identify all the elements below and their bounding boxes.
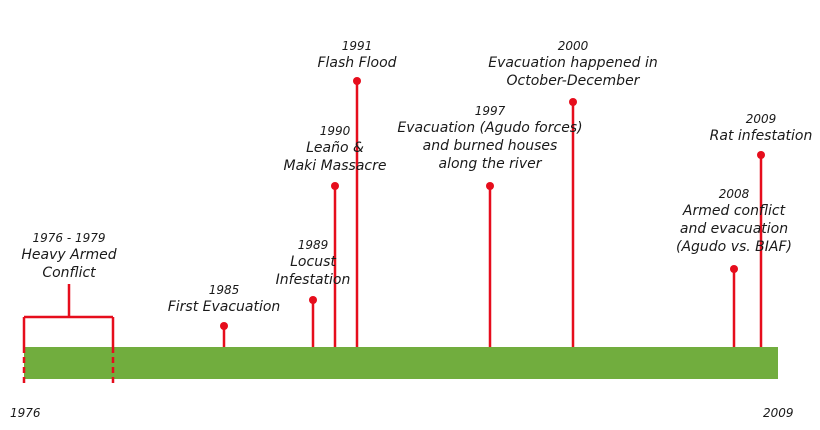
event-title-line: Flash Flood xyxy=(317,55,397,71)
end-year-label: 2009 xyxy=(763,406,794,420)
event-label-1985: 1985 First Evacuation xyxy=(168,283,281,316)
range-event-title-line-1: Heavy Armed xyxy=(21,247,117,263)
event-dot-2000 xyxy=(569,98,577,106)
event-title-line: Evacuation happened in xyxy=(488,55,658,71)
event-title-line: Armed conflict xyxy=(682,203,786,219)
event-dot-1997 xyxy=(486,182,494,190)
event-label-1991: 1991 Flash Flood xyxy=(317,39,396,72)
event-dot-1991 xyxy=(353,77,361,85)
range-event-year: 1976 - 1979 xyxy=(32,231,106,245)
event-markers xyxy=(220,77,765,347)
start-year-label: 1976 xyxy=(10,406,41,420)
event-dot-2008 xyxy=(730,265,738,273)
event-year: 1985 xyxy=(208,283,240,297)
event-label-2008: 2008 Armed conflict and evacuation (Agudo v… xyxy=(676,187,792,256)
event-year: 2008 xyxy=(718,187,750,201)
event-title-line: Infestation xyxy=(275,272,351,288)
event-year: 1990 xyxy=(319,124,351,138)
event-label-1997: 1997 Evacuation (Agudo forces) and burned … xyxy=(397,104,582,173)
event-year: 1991 xyxy=(341,39,373,53)
event-title-line: and burned houses xyxy=(422,138,558,154)
event-dot-1985 xyxy=(220,322,228,330)
event-title-line: Maki Massacre xyxy=(283,158,387,174)
event-dot-2009 xyxy=(757,151,765,159)
event-title-line: (Agudo vs. BIAF) xyxy=(675,239,793,255)
event-year: 2000 xyxy=(557,39,589,53)
event-label-1989: 1989 Locust Infestation xyxy=(276,238,351,289)
event-label-2009: 2009 Rat infestation xyxy=(710,112,813,145)
range-event-label: 1976 - 1979 Heavy Armed Conflict xyxy=(21,231,116,282)
event-year: 1989 xyxy=(297,238,329,252)
event-title-line: along the river xyxy=(438,156,542,172)
event-title-line: October-December xyxy=(506,73,640,89)
timeline-bar xyxy=(24,347,778,379)
event-title-line: Rat infestation xyxy=(709,128,813,144)
event-title-line: Evacuation (Agudo forces) xyxy=(397,120,583,136)
event-dot-1990 xyxy=(331,182,339,190)
event-year: 1997 xyxy=(474,104,506,118)
range-event-title-line-2: Conflict xyxy=(42,265,96,281)
event-title-line: and evacuation xyxy=(679,221,789,237)
range-bracket xyxy=(22,284,115,383)
event-year: 2009 xyxy=(745,112,777,126)
event-title-line: Locust xyxy=(290,254,336,270)
event-dot-1989 xyxy=(309,296,317,304)
event-label-1990: 1990 Leaño & Maki Massacre xyxy=(284,124,387,175)
event-label-2000: 2000 Evacuation happened in October-Decemb… xyxy=(488,39,658,90)
event-title-line: Leaño & xyxy=(306,140,364,156)
event-title-line: First Evacuation xyxy=(167,299,281,315)
